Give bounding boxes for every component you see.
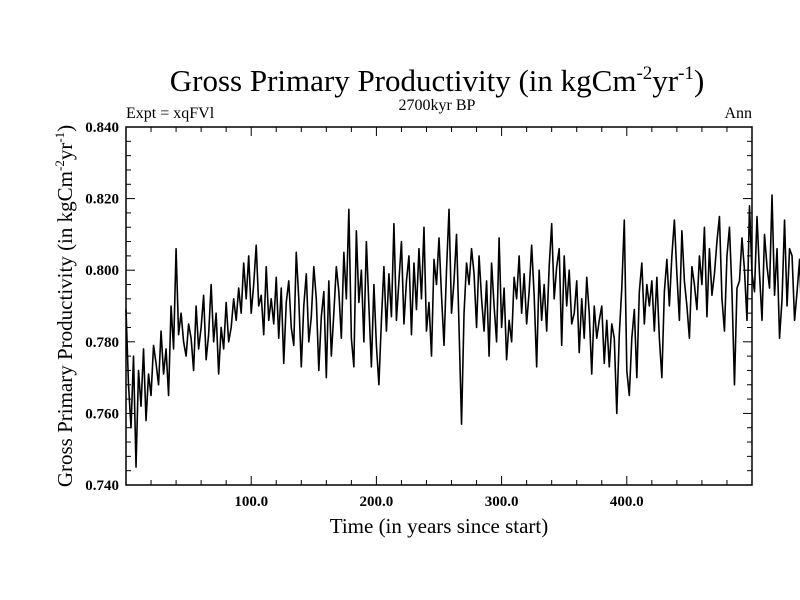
- series-group: [125, 194, 800, 468]
- x-tick-label: 300.0: [485, 494, 519, 510]
- y-tick-label: 0.820: [85, 192, 119, 208]
- chart-title: Gross Primary Productivity (in kgCm-2yr-…: [170, 63, 705, 98]
- x-tick-label: 400.0: [610, 494, 644, 510]
- x-tick-label: 100.0: [234, 494, 268, 510]
- y-tick-label: 0.760: [85, 406, 119, 422]
- y-axis-title: Gross Primary Productivity (in kgCm-2yr-…: [52, 125, 77, 487]
- x-axis: 100.0 200.0 300.0 400.0: [150, 127, 728, 510]
- experiment-label: Expt = xqFVl: [126, 105, 215, 122]
- season-label: Ann: [724, 105, 752, 122]
- x-axis-title: Time (in years since start): [330, 514, 549, 538]
- plot-frame: [125, 126, 753, 486]
- y-axis: 0.740 0.760 0.780 0.800 0.820 0.840: [85, 120, 752, 494]
- y-tick-label: 0.780: [85, 335, 119, 351]
- y-tick-label: 0.840: [85, 120, 119, 136]
- x-tick-label: 200.0: [360, 494, 394, 510]
- series-line-gpp: [125, 194, 800, 468]
- chart-subtitle: 2700kyr BP: [399, 97, 476, 114]
- y-tick-label: 0.740: [85, 478, 119, 494]
- y-tick-label: 0.800: [85, 263, 119, 279]
